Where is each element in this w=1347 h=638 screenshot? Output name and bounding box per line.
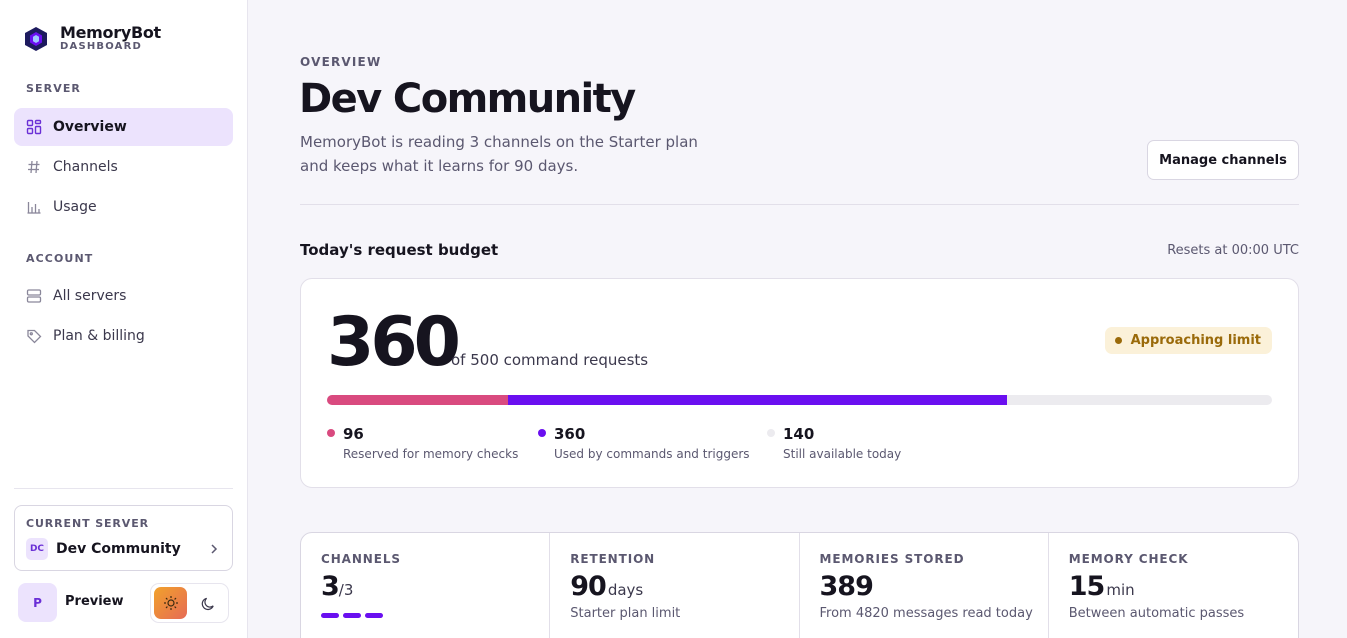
stat-description: Between automatic passes — [1068, 606, 1245, 621]
status-label: Approaching limit — [1130, 333, 1261, 348]
requests-used-count: 360 — [327, 303, 461, 382]
server-avatar: DC — [26, 538, 48, 560]
server-section-label: SERVER — [26, 82, 82, 95]
stat-value: 15 min — [1069, 571, 1135, 602]
sidebar-item-label: All servers — [53, 288, 127, 304]
stats-strip: CHANNELS 3/3 RETENTION 90 days Starter pl… — [300, 532, 1299, 638]
manage-channels-button[interactable]: Manage channels — [1147, 140, 1299, 180]
sidebar-divider — [14, 488, 233, 489]
sidebar-item-all-servers[interactable]: All servers — [14, 277, 233, 315]
brand-name: MemoryBot — [60, 23, 161, 42]
stat-label: MEMORY CHECK — [1068, 552, 1189, 566]
tag-icon — [27, 329, 42, 344]
moon-icon — [201, 597, 214, 610]
requests-total-label: of 500 command requests — [451, 351, 649, 369]
stat-value: 90 days — [570, 571, 643, 602]
legend-label: Used by commands and triggers — [554, 447, 750, 461]
account-section-label: ACCOUNT — [26, 252, 94, 265]
progress-segment-used — [508, 395, 1008, 405]
sun-icon — [163, 596, 178, 610]
sidebar-item-channels[interactable]: Channels — [14, 148, 233, 186]
sidebar-item-label: Overview — [53, 119, 127, 135]
stat-memory-check: MEMORY CHECK 15 min Between automatic pas… — [1049, 533, 1298, 638]
stat-unit: /3 — [338, 581, 354, 599]
legend-dot — [327, 429, 335, 437]
main-content: OVERVIEW Dev Community MemoryBot is read… — [248, 0, 1347, 638]
stat-unit: min — [1106, 581, 1135, 599]
stat-value: 3/3 — [321, 571, 353, 602]
stat-number: 389 — [819, 571, 874, 602]
channel-bar — [321, 613, 339, 618]
stat-description: Starter plan limit — [570, 606, 681, 621]
header-divider — [300, 204, 1299, 205]
legend-value: 360 — [554, 425, 586, 443]
stat-number: 90 — [570, 571, 607, 602]
memorybot-logo-icon — [25, 26, 47, 51]
legend-label: Reserved for memory checks — [343, 447, 519, 461]
request-budget-card: 360 of 500 command requests Approaching … — [300, 278, 1299, 488]
progress-segment-reserved — [327, 395, 509, 405]
stat-label: RETENTION — [570, 552, 656, 566]
theme-toggle — [150, 583, 229, 623]
legend-dot — [538, 429, 546, 437]
budget-reset-time: Resets at 00:00 UTC — [1167, 243, 1299, 258]
sidebar-item-label: Channels — [53, 159, 118, 175]
brand-subtitle: DASHBOARD — [60, 41, 143, 52]
page-description: MemoryBot is reading 3 channels on the S… — [300, 133, 698, 175]
dark-theme-button[interactable] — [192, 587, 225, 619]
bar-chart-icon — [27, 202, 41, 214]
budget-title: Today's request budget — [300, 241, 499, 259]
page-title: Dev Community — [299, 76, 636, 122]
legend-value: 96 — [343, 425, 364, 443]
stat-number: 3 — [321, 571, 340, 602]
current-server-switcher[interactable]: CURRENT SERVER DC Dev Community — [14, 505, 233, 571]
stat-value: 389 — [819, 571, 874, 602]
grid-icon — [26, 119, 42, 135]
legend-dot — [767, 429, 775, 437]
stat-label: MEMORIES STORED — [819, 552, 965, 566]
stat-memories-stored: MEMORIES STORED 389 From 4820 messages r… — [800, 533, 1049, 638]
channel-bar — [365, 613, 383, 618]
legend-value: 140 — [783, 425, 815, 443]
sidebar-item-label: Usage — [53, 199, 97, 215]
stat-unit: days — [607, 581, 644, 599]
stat-channels: CHANNELS 3/3 — [301, 533, 551, 638]
preview-label: Preview — [65, 594, 124, 609]
brand[interactable]: MemoryBot DASHBOARD — [24, 24, 161, 53]
stat-description: From 4820 messages read today — [819, 606, 1033, 621]
stat-number: 15 — [1068, 571, 1106, 602]
page-eyebrow: OVERVIEW — [300, 55, 382, 69]
sidebar-item-usage[interactable]: Usage — [14, 188, 233, 226]
stat-retention: RETENTION 90 days Starter plan limit — [550, 533, 800, 638]
sidebar-item-plan-billing[interactable]: Plan & billing — [14, 317, 233, 355]
sidebar-item-overview[interactable]: Overview — [14, 108, 233, 146]
hash-icon — [28, 160, 40, 174]
light-theme-button[interactable] — [154, 587, 187, 619]
channel-usage-bars — [321, 613, 387, 618]
budget-progress-bar — [327, 395, 1272, 405]
chevron-right-icon — [211, 544, 218, 554]
status-dot-icon — [1114, 337, 1122, 344]
current-server-name: Dev Community — [56, 541, 181, 557]
sidebar-item-label: Plan & billing — [53, 328, 145, 344]
status-badge: Approaching limit — [1104, 327, 1272, 354]
legend-label: Still available today — [783, 447, 902, 461]
preview-avatar: P — [18, 583, 57, 622]
sidebar: MemoryBot DASHBOARD SERVER Overview Chan… — [0, 0, 248, 638]
stat-label: CHANNELS — [321, 552, 401, 566]
channel-bar — [343, 613, 361, 618]
current-server-label: CURRENT SERVER — [26, 517, 150, 530]
server-icon — [26, 289, 42, 303]
